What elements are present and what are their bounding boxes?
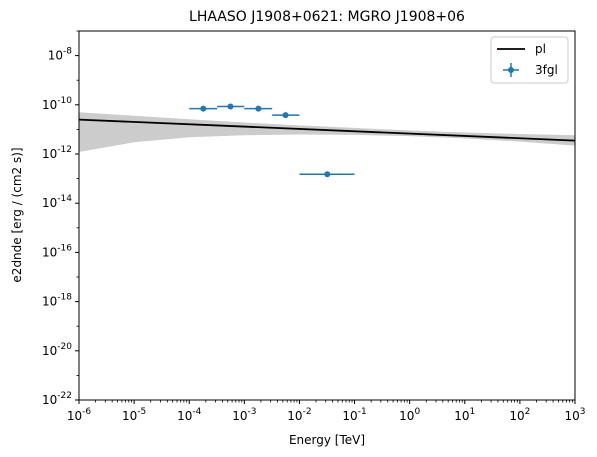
data-point-5 (299, 171, 355, 178)
data-point-marker (255, 105, 262, 112)
chart-title: LHAASO J1908+0621: MGRO J1908+06 (189, 9, 465, 25)
model-line-pl (79, 118, 575, 142)
data-point-marker (324, 171, 331, 178)
data-point-4 (272, 112, 300, 119)
legend-marker-swatch (508, 67, 514, 73)
data-point-marker (200, 105, 207, 112)
confidence-band (79, 112, 575, 153)
data-points-layer (189, 103, 355, 178)
data-point-3 (244, 105, 273, 112)
legend: pl 3fgl (490, 36, 569, 84)
data-point-marker (282, 112, 289, 119)
data-point-2 (217, 103, 245, 110)
confidence-band-layer (79, 112, 575, 153)
data-point-1 (189, 105, 218, 112)
data-point-marker (227, 103, 234, 110)
legend-label-3fgl: 3fgl (535, 63, 558, 77)
legend-label-pl: pl (535, 42, 546, 56)
y-axis-label: e2dnde [erg / (cm2 s)] (10, 147, 24, 282)
plot-frame (78, 30, 576, 401)
x-axis-label: Energy [TeV] (289, 433, 365, 447)
model-line-layer (79, 118, 575, 142)
